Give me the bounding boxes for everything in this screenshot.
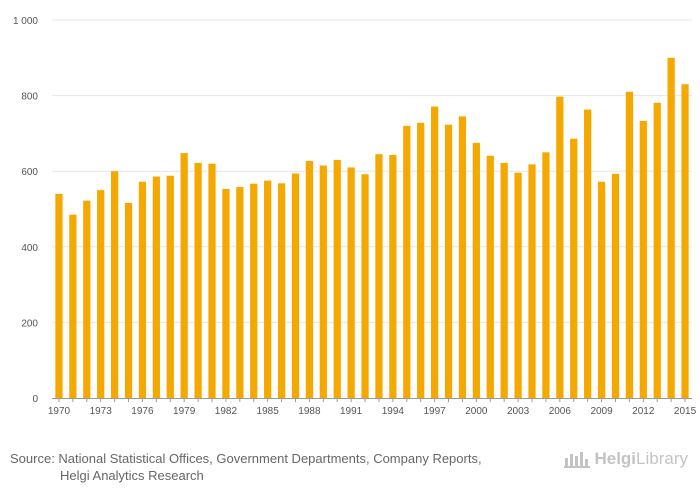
bar-1996 xyxy=(417,122,425,398)
brand-name-regular: Library xyxy=(636,449,688,468)
bar-1999 xyxy=(458,116,467,398)
grid-lines xyxy=(52,19,692,323)
bar-2001 xyxy=(486,155,494,398)
bar-1989 xyxy=(319,165,327,398)
x-tick-label: 1988 xyxy=(298,406,321,417)
bar-1994 xyxy=(389,154,397,398)
bar-2010 xyxy=(611,173,620,398)
x-tick-label: 1976 xyxy=(131,406,154,417)
bar-1983 xyxy=(236,187,244,398)
x-tick-label: 2003 xyxy=(507,406,530,417)
bar-1985 xyxy=(264,180,272,398)
x-tick-label: 2015 xyxy=(674,406,697,417)
bar-2014 xyxy=(667,57,675,399)
bar-1987 xyxy=(291,173,300,398)
x-tick-label: 1973 xyxy=(90,406,113,417)
helgi-library-logo: HelgiLibrary xyxy=(564,449,688,469)
x-tick-label: 2012 xyxy=(632,406,655,417)
bar-1982 xyxy=(222,188,230,398)
x-tick-label: 1982 xyxy=(215,406,238,417)
bar-1984 xyxy=(250,183,258,398)
bar-2006 xyxy=(556,96,564,398)
bar-2011 xyxy=(625,91,634,398)
bar-1973 xyxy=(97,190,105,398)
bar-1986 xyxy=(277,183,286,398)
bar-1975 xyxy=(124,202,133,398)
axes: 0 200 400 600 800 1 000 1970 1973 1976 1979 1982 19… xyxy=(13,16,697,417)
bar-2007 xyxy=(570,138,578,398)
x-tick-label: 2000 xyxy=(465,406,488,417)
y-tick-label: 200 xyxy=(21,318,38,329)
bar-chart: 0 200 400 600 800 1 000 1970 1973 1976 1979 1982 19… xyxy=(13,16,697,417)
bar-1974 xyxy=(110,171,119,398)
y-tick-label: 800 xyxy=(21,92,38,103)
bar-2000 xyxy=(472,142,480,398)
bar-1990 xyxy=(333,159,341,398)
bars xyxy=(55,57,689,399)
bar-1972 xyxy=(83,200,91,398)
bar-chart-logo-icon xyxy=(564,452,591,468)
x-tick-label: 1979 xyxy=(173,406,196,417)
x-tick-label: 1985 xyxy=(257,406,280,417)
bar-1979 xyxy=(180,153,188,398)
bar-1988 xyxy=(305,160,314,398)
bar-2009 xyxy=(597,181,606,398)
bar-2003 xyxy=(514,172,522,398)
source-line-2: Helgi Analytics Research xyxy=(60,468,204,483)
x-tick-label: 1970 xyxy=(48,406,71,417)
brand-name-bold: Helgi xyxy=(594,449,637,468)
y-tick-label: 0 xyxy=(32,394,38,405)
bar-1977 xyxy=(152,176,160,398)
y-tick-label: 600 xyxy=(21,167,38,178)
bar-1980 xyxy=(194,162,202,398)
bar-1995 xyxy=(403,125,411,398)
bar-1971 xyxy=(69,214,77,398)
bar-2015 xyxy=(681,84,689,398)
bar-2002 xyxy=(500,162,508,398)
y-tick-label: 400 xyxy=(21,243,38,254)
y-tick-label: 1 000 xyxy=(13,16,38,27)
bar-1998 xyxy=(444,124,453,399)
x-tick-label: 1997 xyxy=(423,406,446,417)
bar-2008 xyxy=(584,109,592,398)
bar-2012 xyxy=(639,120,647,399)
bar-1993 xyxy=(375,154,383,398)
x-tick-label: 1991 xyxy=(340,406,363,417)
bar-1976 xyxy=(138,181,147,398)
x-tick-label: 1994 xyxy=(382,406,405,417)
bar-1997 xyxy=(430,106,439,398)
bar-1978 xyxy=(166,175,174,398)
bar-1991 xyxy=(347,167,355,398)
bar-2005 xyxy=(542,152,550,398)
bar-1992 xyxy=(361,174,369,398)
x-tick-label: 2006 xyxy=(549,406,572,417)
x-tick-label: 2009 xyxy=(590,406,613,417)
source-line-1: Source: National Statistical Offices, Go… xyxy=(10,451,482,466)
bar-1970 xyxy=(55,193,63,398)
source-note: Source: National Statistical Offices, Go… xyxy=(10,450,550,484)
bar-2013 xyxy=(653,102,661,399)
bar-2004 xyxy=(528,164,536,398)
bar-1981 xyxy=(208,163,216,398)
